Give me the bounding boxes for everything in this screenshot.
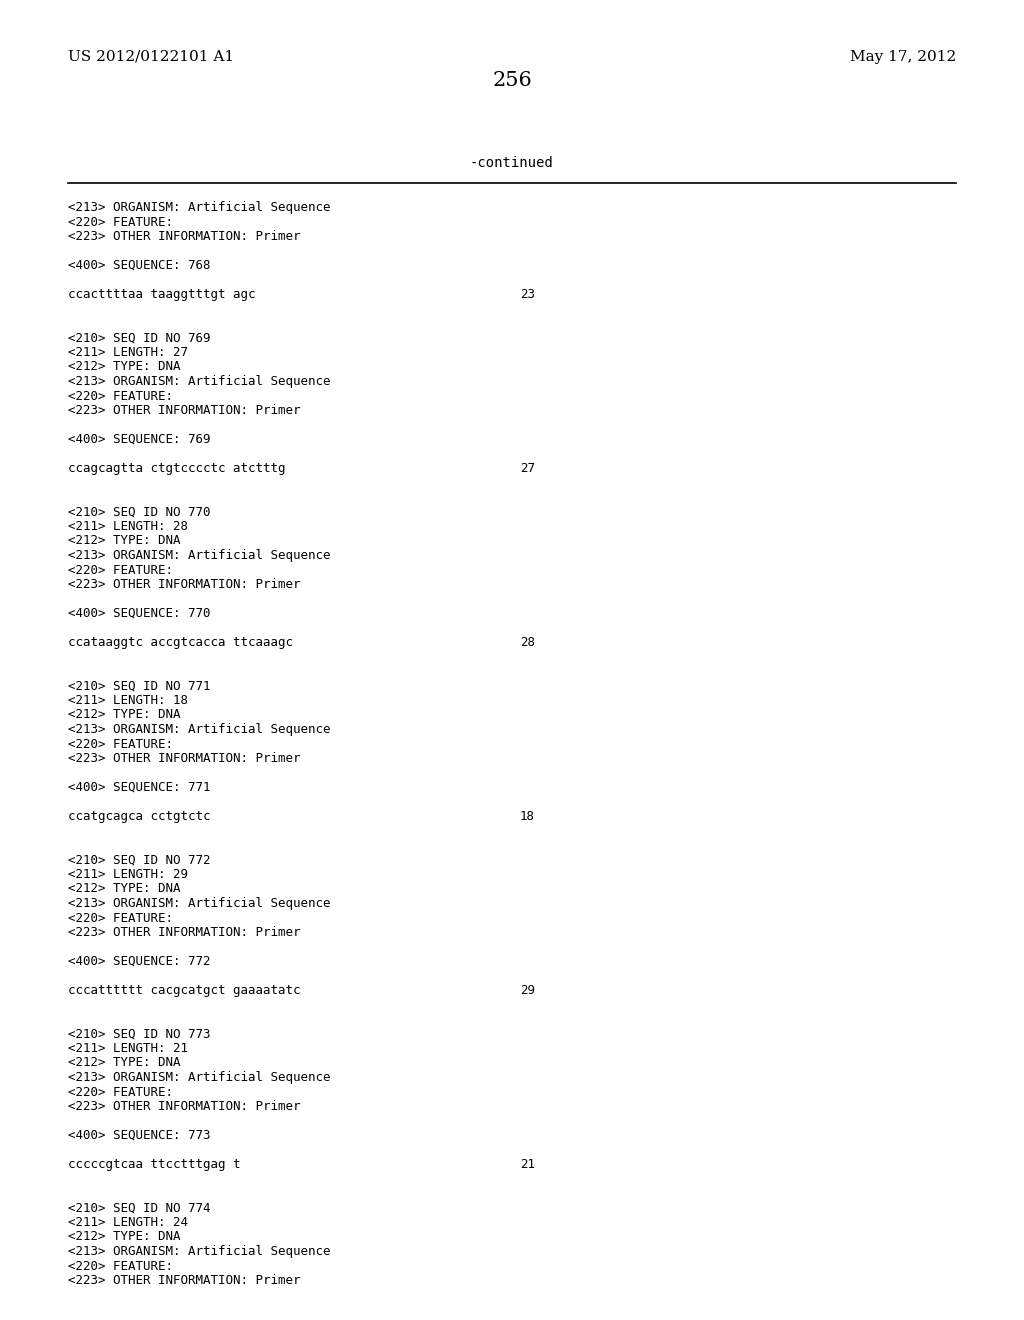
- Text: <210> SEQ ID NO 772: <210> SEQ ID NO 772: [68, 854, 211, 866]
- Text: <223> OTHER INFORMATION: Primer: <223> OTHER INFORMATION: Primer: [68, 927, 300, 939]
- Text: 21: 21: [520, 1158, 535, 1171]
- Text: <211> LENGTH: 24: <211> LENGTH: 24: [68, 1216, 188, 1229]
- Text: <212> TYPE: DNA: <212> TYPE: DNA: [68, 883, 180, 895]
- Text: <210> SEQ ID NO 773: <210> SEQ ID NO 773: [68, 1027, 211, 1040]
- Text: <211> LENGTH: 27: <211> LENGTH: 27: [68, 346, 188, 359]
- Text: <220> FEATURE:: <220> FEATURE:: [68, 912, 173, 924]
- Text: <211> LENGTH: 28: <211> LENGTH: 28: [68, 520, 188, 533]
- Text: <211> LENGTH: 29: <211> LENGTH: 29: [68, 869, 188, 880]
- Text: ccacttttaa taaggtttgt agc: ccacttttaa taaggtttgt agc: [68, 288, 256, 301]
- Text: <400> SEQUENCE: 770: <400> SEQUENCE: 770: [68, 607, 211, 620]
- Text: <210> SEQ ID NO 774: <210> SEQ ID NO 774: [68, 1201, 211, 1214]
- Text: <210> SEQ ID NO 769: <210> SEQ ID NO 769: [68, 331, 211, 345]
- Text: <211> LENGTH: 21: <211> LENGTH: 21: [68, 1041, 188, 1055]
- Text: <213> ORGANISM: Artificial Sequence: <213> ORGANISM: Artificial Sequence: [68, 1245, 331, 1258]
- Text: 256: 256: [493, 70, 531, 90]
- Text: <223> OTHER INFORMATION: Primer: <223> OTHER INFORMATION: Primer: [68, 230, 300, 243]
- Text: <223> OTHER INFORMATION: Primer: <223> OTHER INFORMATION: Primer: [68, 404, 300, 417]
- Text: ccagcagtta ctgtcccctc atctttg: ccagcagtta ctgtcccctc atctttg: [68, 462, 286, 475]
- Text: 23: 23: [520, 288, 535, 301]
- Text: <212> TYPE: DNA: <212> TYPE: DNA: [68, 1230, 180, 1243]
- Text: <213> ORGANISM: Artificial Sequence: <213> ORGANISM: Artificial Sequence: [68, 549, 331, 562]
- Text: <220> FEATURE:: <220> FEATURE:: [68, 1259, 173, 1272]
- Text: <212> TYPE: DNA: <212> TYPE: DNA: [68, 1056, 180, 1069]
- Text: cccccgtcaa ttcctttgag t: cccccgtcaa ttcctttgag t: [68, 1158, 241, 1171]
- Text: 27: 27: [520, 462, 535, 475]
- Text: <210> SEQ ID NO 770: <210> SEQ ID NO 770: [68, 506, 211, 519]
- Text: <220> FEATURE:: <220> FEATURE:: [68, 215, 173, 228]
- Text: <220> FEATURE:: <220> FEATURE:: [68, 738, 173, 751]
- Text: ccatgcagca cctgtctc: ccatgcagca cctgtctc: [68, 810, 211, 822]
- Text: <212> TYPE: DNA: <212> TYPE: DNA: [68, 360, 180, 374]
- Text: <223> OTHER INFORMATION: Primer: <223> OTHER INFORMATION: Primer: [68, 1274, 300, 1287]
- Text: <223> OTHER INFORMATION: Primer: <223> OTHER INFORMATION: Primer: [68, 752, 300, 766]
- Text: 18: 18: [520, 810, 535, 822]
- Text: ccataaggtc accgtcacca ttcaaagc: ccataaggtc accgtcacca ttcaaagc: [68, 636, 293, 649]
- Text: <210> SEQ ID NO 771: <210> SEQ ID NO 771: [68, 680, 211, 693]
- Text: <400> SEQUENCE: 769: <400> SEQUENCE: 769: [68, 433, 211, 446]
- Text: <213> ORGANISM: Artificial Sequence: <213> ORGANISM: Artificial Sequence: [68, 898, 331, 909]
- Text: cccatttttt cacgcatgct gaaaatatc: cccatttttt cacgcatgct gaaaatatc: [68, 983, 300, 997]
- Text: <213> ORGANISM: Artificial Sequence: <213> ORGANISM: Artificial Sequence: [68, 375, 331, 388]
- Text: <223> OTHER INFORMATION: Primer: <223> OTHER INFORMATION: Primer: [68, 578, 300, 591]
- Text: <223> OTHER INFORMATION: Primer: <223> OTHER INFORMATION: Primer: [68, 1100, 300, 1113]
- Text: <213> ORGANISM: Artificial Sequence: <213> ORGANISM: Artificial Sequence: [68, 723, 331, 737]
- Text: <211> LENGTH: 18: <211> LENGTH: 18: [68, 694, 188, 708]
- Text: <400> SEQUENCE: 772: <400> SEQUENCE: 772: [68, 954, 211, 968]
- Text: <220> FEATURE:: <220> FEATURE:: [68, 389, 173, 403]
- Text: 29: 29: [520, 983, 535, 997]
- Text: US 2012/0122101 A1: US 2012/0122101 A1: [68, 50, 234, 63]
- Text: <212> TYPE: DNA: <212> TYPE: DNA: [68, 709, 180, 722]
- Text: May 17, 2012: May 17, 2012: [850, 50, 956, 63]
- Text: <220> FEATURE:: <220> FEATURE:: [68, 1085, 173, 1098]
- Text: 28: 28: [520, 636, 535, 649]
- Text: -continued: -continued: [470, 156, 554, 170]
- Text: <213> ORGANISM: Artificial Sequence: <213> ORGANISM: Artificial Sequence: [68, 1071, 331, 1084]
- Text: <400> SEQUENCE: 768: <400> SEQUENCE: 768: [68, 259, 211, 272]
- Text: <220> FEATURE:: <220> FEATURE:: [68, 564, 173, 577]
- Text: <400> SEQUENCE: 771: <400> SEQUENCE: 771: [68, 781, 211, 795]
- Text: <213> ORGANISM: Artificial Sequence: <213> ORGANISM: Artificial Sequence: [68, 201, 331, 214]
- Text: <212> TYPE: DNA: <212> TYPE: DNA: [68, 535, 180, 548]
- Text: <400> SEQUENCE: 773: <400> SEQUENCE: 773: [68, 1129, 211, 1142]
